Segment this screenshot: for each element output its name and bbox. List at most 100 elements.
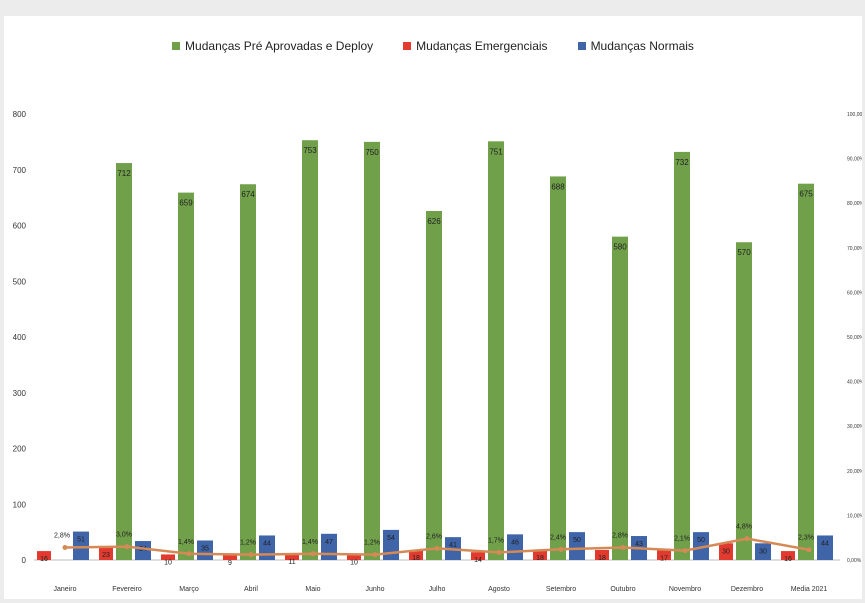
bar-label-emergency: 9 — [228, 560, 232, 567]
bar-label-emergency: 16 — [40, 556, 48, 563]
bar-label-preapproved: 675 — [799, 190, 813, 199]
bar-normal — [73, 531, 89, 560]
bar-label-emergency: 18 — [412, 555, 420, 562]
x-tick-label: Setembro — [546, 586, 576, 593]
percent-label: 3,0% — [116, 532, 132, 539]
percent-point — [372, 552, 378, 558]
bar-normal — [259, 535, 275, 560]
bar-emergency — [223, 554, 237, 560]
percent-label: 2,6% — [426, 533, 442, 540]
bar-label-preapproved: 751 — [489, 147, 503, 156]
x-tick-label: Julho — [429, 586, 446, 593]
bar-label-emergency: 17 — [660, 556, 668, 563]
y2-tick-label: 0,00% — [847, 558, 862, 564]
y2-tick-label: 40,00% — [847, 380, 862, 386]
x-tick-label: Abril — [244, 586, 258, 593]
bar-label-preapproved: 626 — [427, 217, 441, 226]
bar-label-normal: 35 — [201, 545, 209, 552]
bar-label-normal: 46 — [511, 539, 519, 546]
bar-label-preapproved: 732 — [675, 158, 689, 167]
y-tick-label: 0 — [22, 556, 27, 565]
percent-point — [496, 549, 502, 555]
bar-emergency — [471, 552, 485, 560]
bar-label-normal: 54 — [387, 535, 395, 542]
percent-point — [558, 546, 564, 552]
bar-emergency — [719, 543, 733, 560]
bar-normal — [755, 543, 771, 560]
y-tick-label: 700 — [13, 166, 27, 175]
percent-point — [682, 548, 688, 554]
y-tick-label: 400 — [13, 333, 27, 342]
bar-label-emergency: 10 — [350, 559, 358, 566]
bar-preapproved — [426, 211, 442, 560]
y2-tick-label: 60,00% — [847, 290, 862, 296]
chart-frame: Mudanças Pré Aprovadas e Deploy Mudanças… — [4, 16, 862, 599]
bar-label-preapproved: 712 — [117, 169, 131, 178]
bar-label-normal: 47 — [325, 539, 333, 546]
x-tick-label: Novembro — [669, 586, 701, 593]
bar-label-emergency: 18 — [536, 555, 544, 562]
bar-normal — [321, 533, 337, 560]
bar-label-emergency: 14 — [474, 557, 482, 564]
bar-emergency — [409, 549, 423, 560]
percent-label: 1,2% — [240, 540, 256, 547]
percent-point — [310, 551, 316, 557]
bar-preapproved — [302, 140, 318, 560]
x-tick-label: Janeiro — [54, 586, 77, 593]
bar-preapproved — [488, 141, 504, 560]
bar-preapproved — [116, 163, 132, 560]
bar-preapproved — [612, 236, 628, 560]
percent-label: 2,8% — [612, 533, 628, 540]
bar-preapproved — [178, 192, 194, 561]
y2-tick-label: 10,00% — [847, 513, 862, 519]
percent-label: 2,1% — [674, 536, 690, 543]
bar-label-normal: 30 — [759, 548, 767, 555]
percent-label: 1,4% — [178, 539, 194, 546]
y-tick-label: 300 — [13, 389, 27, 398]
percent-label: 2,3% — [798, 535, 814, 542]
x-tick-label: Agosto — [488, 586, 510, 593]
percent-label: 2,4% — [550, 534, 566, 541]
bar-normal — [507, 534, 523, 560]
bar-label-normal: 50 — [573, 537, 581, 544]
x-tick-label: Fevereiro — [112, 586, 142, 593]
bar-label-emergency: 16 — [784, 556, 792, 563]
percent-label: 1,4% — [302, 539, 318, 546]
bar-preapproved — [364, 141, 380, 560]
y2-tick-label: 100,00% — [847, 112, 862, 118]
bar-normal — [135, 541, 151, 560]
y-tick-label: 500 — [13, 277, 27, 286]
x-tick-label: Junho — [365, 586, 384, 593]
bar-label-preapproved: 688 — [551, 182, 565, 191]
x-tick-label: Outubro — [610, 586, 635, 593]
bar-label-normal: 43 — [635, 541, 643, 548]
bar-emergency — [595, 549, 609, 560]
bar-label-normal: 44 — [821, 540, 829, 547]
y2-tick-label: 70,00% — [847, 246, 862, 252]
bar-emergency — [37, 551, 51, 560]
bar-label-emergency: 10 — [164, 559, 172, 566]
y-tick-label: 200 — [13, 445, 27, 454]
bar-emergency — [285, 553, 299, 560]
percent-point — [62, 545, 68, 551]
bar-label-preapproved: 753 — [303, 146, 317, 155]
y2-tick-label: 90,00% — [847, 157, 862, 163]
bar-label-normal: 50 — [697, 537, 705, 544]
y2-tick-label: 20,00% — [847, 469, 862, 475]
bar-label-preapproved: 750 — [365, 148, 379, 157]
y-tick-label: 800 — [13, 110, 27, 119]
x-tick-label: Media 2021 — [791, 586, 828, 593]
bar-emergency — [99, 547, 113, 560]
x-tick-label: Maio — [305, 586, 320, 593]
legend-swatch-emergency — [403, 42, 412, 50]
bar-label-preapproved: 674 — [241, 190, 255, 199]
bar-emergency — [347, 554, 361, 560]
bar-label-preapproved: 570 — [737, 248, 751, 257]
legend-swatch-normal — [577, 42, 586, 50]
percent-point — [620, 545, 626, 551]
legend-item-preapproved: Mudanças Pré Aprovadas e Deploy — [172, 39, 373, 53]
bar-label-normal: 44 — [263, 540, 271, 547]
bar-emergency — [533, 549, 547, 560]
legend-label-normal: Mudanças Normais — [590, 39, 694, 53]
bar-label-emergency: 30 — [722, 548, 730, 555]
